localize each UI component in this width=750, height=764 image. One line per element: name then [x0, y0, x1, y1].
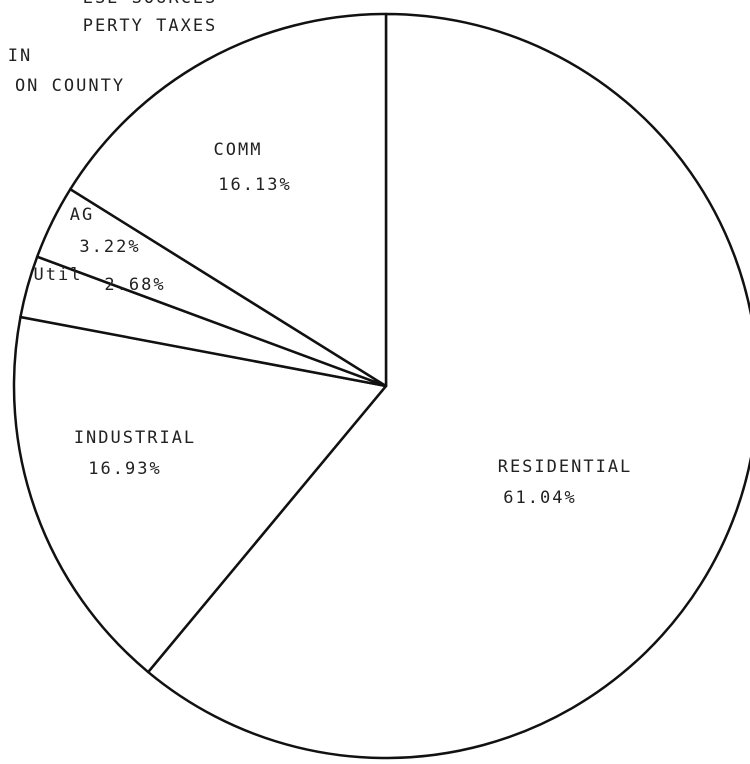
slice-label: INDUSTRIAL: [74, 428, 196, 448]
value-label: 3.22%: [79, 237, 140, 257]
pie-slice: [146, 12, 750, 760]
title-line: PERTY TAXES: [83, 16, 218, 36]
value-label: 16.13%: [218, 175, 291, 195]
value-label: 2.68%: [104, 275, 165, 295]
value-label: 61.04%: [503, 488, 576, 508]
slice-label: AG: [70, 205, 94, 225]
value-label: 16.93%: [88, 459, 161, 479]
pie-slice: [12, 315, 388, 674]
title-line: IN: [8, 46, 32, 66]
title: ESE SOURCES PERTY TAXES IN ON COUNTY: [8, 0, 218, 96]
pie-slice: [69, 12, 388, 388]
title-line: ON COUNTY: [15, 76, 125, 96]
slice-label: COMM: [214, 140, 263, 160]
slice-label: Util: [34, 265, 83, 285]
title-line: ESE SOURCES: [83, 0, 218, 8]
slice-label: RESIDENTIAL: [498, 457, 633, 477]
